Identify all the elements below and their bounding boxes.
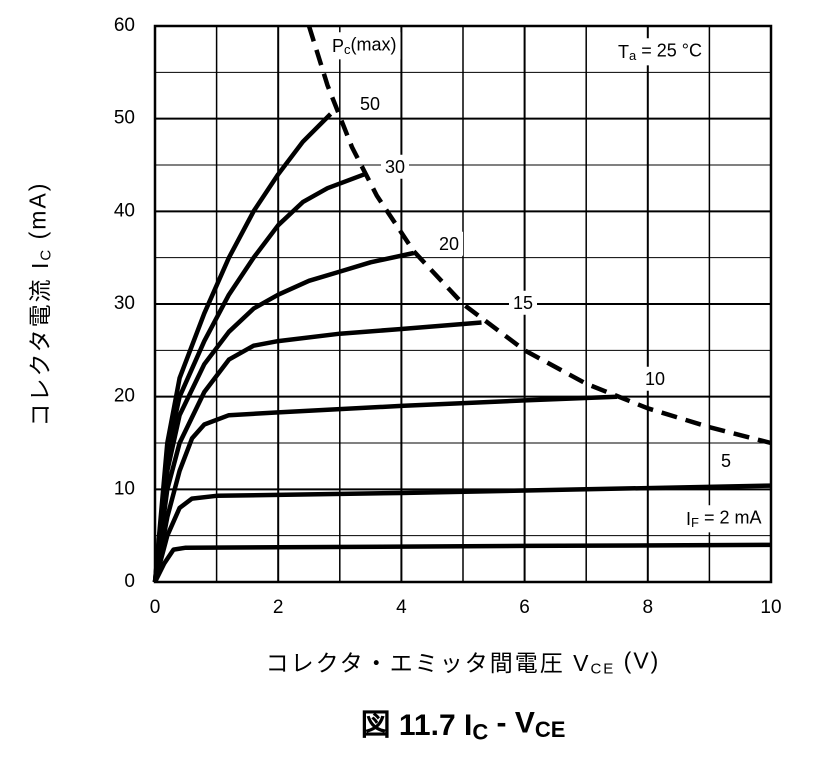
series-line [152, 112, 333, 583]
y-tick-label: 10 [114, 478, 135, 499]
text-part: = 25 °C [636, 40, 702, 60]
text-part: 10 [645, 369, 665, 389]
text-part: 図 11.7 I [361, 709, 473, 742]
label-background [380, 154, 410, 179]
label-background [640, 366, 670, 391]
series-label: 50 [360, 94, 380, 114]
text-part: I [686, 509, 691, 529]
text-part: c [344, 42, 351, 57]
y-axis-title: コレクタ電流 IC (mA) [25, 182, 55, 427]
series-label: 5 [721, 451, 731, 471]
text-part: 15 [513, 293, 533, 313]
label-background [328, 32, 401, 60]
text-part: P [332, 36, 344, 56]
text-part: 30 [385, 157, 405, 177]
caption: 図 11.7 IC - VCE [361, 707, 566, 745]
series-label: 15 [513, 293, 533, 313]
series-label: IF = 2 mA [686, 507, 762, 530]
label-background [508, 290, 538, 315]
x-tick-label: 2 [273, 597, 284, 618]
series-line [152, 394, 618, 583]
text-part: 20 [439, 234, 459, 254]
text-part: a [629, 48, 637, 63]
series-line [306, 25, 772, 446]
series-line [152, 483, 772, 583]
x-tick-label: 6 [519, 597, 530, 618]
x-tick-label: 4 [396, 597, 407, 618]
annotation: Ta = 25 °C [618, 40, 702, 63]
series-line [152, 542, 772, 584]
series-label: 20 [439, 234, 459, 254]
text-part: コレクタ・エミッタ間電圧 V [266, 650, 591, 676]
x-tick-label: 8 [643, 597, 654, 618]
x-axis-title: コレクタ・エミッタ間電圧 VCE (V) [266, 648, 661, 678]
label-background [716, 448, 736, 473]
y-tick-label: 30 [114, 293, 135, 314]
text-part: 5 [721, 451, 731, 471]
label-background [434, 231, 464, 256]
label-background [682, 505, 766, 533]
series-line [152, 250, 415, 583]
x-tick-label: 0 [150, 597, 161, 618]
text-part: コレクタ電流 I [27, 261, 53, 427]
label-background [355, 91, 385, 116]
series-line [152, 172, 366, 583]
text-part: CE [590, 660, 615, 677]
text-part: (V) [615, 648, 660, 674]
text-part: (mA) [25, 182, 51, 248]
series-line [152, 320, 482, 583]
text-part: C [37, 248, 54, 261]
x-tick-label: 10 [760, 597, 781, 618]
y-tick-label: 60 [114, 15, 135, 36]
series-label: 30 [385, 157, 405, 177]
text-part: 50 [360, 94, 380, 114]
plot-frame [153, 24, 773, 584]
y-tick-label: 0 [124, 571, 135, 592]
label-background [612, 38, 708, 66]
text-part: CE [535, 717, 566, 742]
text-part: (max) [351, 34, 397, 54]
y-tick-label: 50 [114, 108, 135, 129]
series-label: 10 [645, 369, 665, 389]
text-part: T [618, 42, 629, 62]
text-part: - V [488, 707, 535, 740]
y-tick-label: 20 [114, 386, 135, 407]
y-tick-label: 40 [114, 200, 135, 221]
series-label: Pc(max) [332, 34, 397, 57]
text-part: F [691, 515, 699, 530]
text-part: C [472, 719, 488, 744]
text-part: = 2 mA [699, 507, 762, 527]
